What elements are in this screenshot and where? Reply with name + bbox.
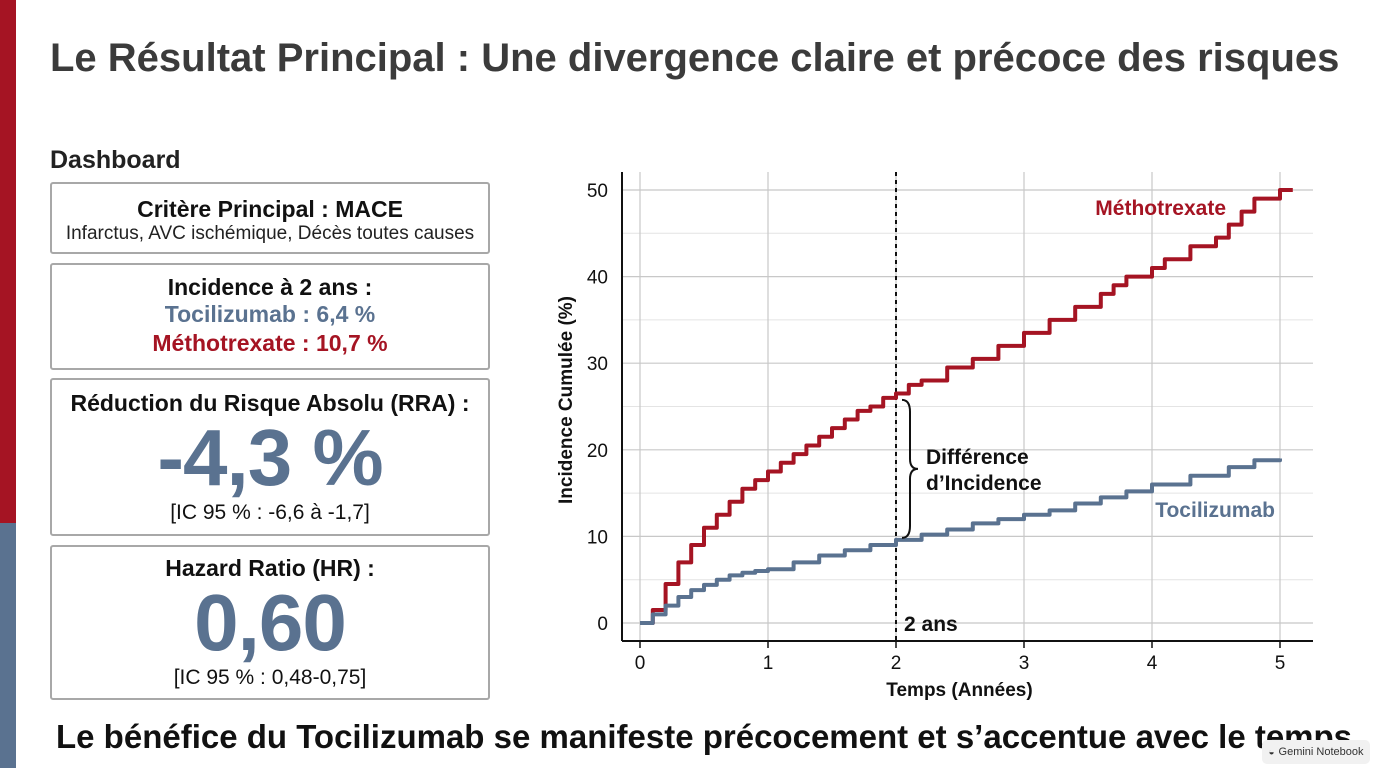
- series-label-tocilizumab: Tocilizumab: [1155, 499, 1275, 522]
- card-hazard-ratio: Hazard Ratio (HR) : 0,60 [IC 95 % : 0,48…: [50, 545, 490, 700]
- card-primary-endpoint: Critère Principal : MACE Infarctus, AVC …: [50, 182, 490, 254]
- series-line-methotrexate: [640, 188, 1293, 625]
- chart-grid: [622, 172, 1313, 641]
- difference-label-line2: d’Incidence: [926, 472, 1042, 495]
- y-tick-label: 10: [587, 527, 608, 548]
- x-tick-label: 0: [635, 653, 646, 674]
- card-incidence-heading: Incidence à 2 ans :: [167, 274, 373, 300]
- card-incidence-tocilizumab: Tocilizumab : 6,4 %: [164, 301, 376, 327]
- y-axis-label: Incidence Cumulée (%): [556, 296, 577, 504]
- card-rra-value: -4,3 %: [157, 413, 383, 502]
- y-tick-label: 0: [597, 614, 608, 635]
- card-hr-ci: [IC 95 % : 0,48-0,75]: [173, 666, 367, 689]
- series-label-methotrexate: Méthotrexate: [1095, 197, 1226, 220]
- gemini-notebook-badge: ◒ Gemini Notebook: [1262, 740, 1370, 764]
- x-tick-label: 2: [891, 653, 902, 674]
- card-rra-heading: Réduction du Risque Absolu (RRA) :: [70, 390, 470, 416]
- x-tick-label: 5: [1275, 653, 1286, 674]
- series-line-tocilizumab: [640, 458, 1282, 625]
- y-tick-label: 20: [587, 441, 608, 462]
- card-incidence: Incidence à 2 ans : Tocilizumab : 6,4 % …: [50, 263, 490, 370]
- notebook-icon: ◒: [1268, 746, 1275, 758]
- x-tick-label: 3: [1019, 653, 1030, 674]
- page-title: Le Résultat Principal : Une divergence c…: [50, 36, 1340, 80]
- x-tick-label: 1: [763, 653, 774, 674]
- card-rra: Réduction du Risque Absolu (RRA) : -4,3 …: [50, 378, 490, 536]
- dashboard-label: Dashboard: [50, 146, 181, 174]
- accent-bar-blue: [0, 523, 16, 768]
- y-tick-label: 50: [587, 181, 608, 202]
- difference-label-line1: Différence: [926, 446, 1029, 469]
- card-rra-ci: [IC 95 % : -6,6 à -1,7]: [170, 501, 370, 524]
- card-primary-endpoint-heading: Critère Principal : MACE: [137, 196, 403, 222]
- y-tick-label: 30: [587, 354, 608, 375]
- chart-ticks: 0 10 20 30 40 50 0 1 2 3 4 5: [587, 181, 1285, 674]
- difference-brace: [901, 398, 919, 539]
- x-tick-label: 4: [1147, 653, 1158, 674]
- card-primary-endpoint-sub: Infarctus, AVC ischémique, Décès toutes …: [65, 223, 475, 244]
- card-hr-value: 0,60: [194, 578, 347, 667]
- two-year-marker-label: 2 ans: [904, 613, 958, 636]
- y-tick-label: 40: [587, 268, 608, 289]
- card-hr-heading: Hazard Ratio (HR) :: [165, 555, 375, 581]
- badge-text: Gemini Notebook: [1278, 746, 1364, 758]
- card-incidence-methotrexate: Méthotrexate : 10,7 %: [152, 330, 388, 356]
- x-axis-label: Temps (Années): [886, 680, 1032, 701]
- accent-bar-red: [0, 0, 16, 523]
- conclusion-text: Le bénéfice du Tocilizumab se manifeste …: [56, 718, 1353, 755]
